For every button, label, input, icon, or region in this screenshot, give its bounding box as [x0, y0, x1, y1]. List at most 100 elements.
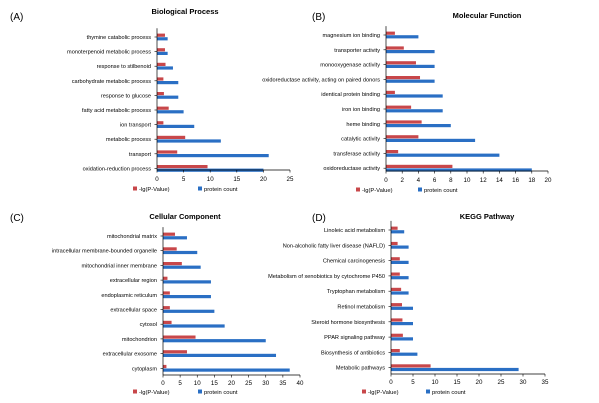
- panel-d-bar-count: [391, 352, 418, 356]
- panel-c-x-tick-label: 20: [228, 380, 235, 387]
- panel-c-category-label: cytosol: [140, 322, 157, 328]
- panel-a-bar-count: [157, 154, 269, 158]
- panel-d-x-tick-label: 10: [432, 379, 439, 386]
- panel-d-legend-swatch-pvalue: [362, 389, 366, 394]
- panel-d-legend-count: protein count: [432, 390, 466, 396]
- panel-d-category-label: Retinol metabolism: [337, 305, 385, 311]
- panel-d-label: (D): [312, 213, 326, 224]
- panel-c-legend-pvalue: -lg(P-Value): [139, 390, 170, 396]
- panel-a-legend-count: protein count: [204, 187, 238, 193]
- panel-a-bar-pvalue: [157, 92, 164, 96]
- panel-c-x-tick-label: 5: [178, 380, 182, 387]
- panel-c-bar-count: [163, 295, 211, 299]
- panel-b-legend-swatch-pvalue: [356, 187, 360, 192]
- panel-c-bar-count: [163, 368, 290, 372]
- panel-b-x-tick-label: 14: [496, 177, 503, 184]
- panel-c-x-tick-label: 40: [297, 380, 304, 387]
- panel-c-bar-count: [163, 339, 266, 343]
- panel-a-title: Biological Process: [151, 7, 218, 16]
- panel-b-x-tick-label: 20: [545, 177, 552, 184]
- panel-a-bar-pvalue: [157, 121, 164, 125]
- panel-c-bar-count: [163, 236, 187, 240]
- panel-b-bar-count: [386, 153, 500, 157]
- panel-b-category-label: transporter activity: [334, 48, 380, 54]
- panel-b-bar-count: [386, 50, 435, 54]
- panel-c-category-label: extracellular region: [110, 278, 157, 284]
- panel-d-x-tick-label: 20: [476, 379, 483, 386]
- panel-d-bar-count: [391, 306, 413, 310]
- panel-b-bar-pvalue: [386, 76, 421, 80]
- panel-d-bar-count: [391, 245, 409, 249]
- panel-d-x-tick-label: 30: [520, 379, 527, 386]
- panel-a-bar-count: [157, 81, 179, 85]
- panel-c-bar-count: [163, 265, 201, 269]
- panel-a-category-label: carbohydrate metabolic process: [72, 79, 151, 85]
- panel-b-category-label: oxidoreductase activity: [323, 166, 380, 172]
- panel-d-bar-pvalue: [391, 226, 398, 230]
- panel-d-bar-pvalue: [391, 333, 403, 337]
- panel-d-category-label: Steroid hormone biosynthesis: [311, 320, 385, 326]
- panel-a-legend-pvalue: -lg(P-Value): [139, 187, 170, 193]
- panel-b-label: (B): [312, 12, 325, 23]
- panel-b-category-label: monooxygenase activity: [320, 63, 380, 69]
- panel-c-legend-swatch-count: [198, 389, 202, 394]
- panel-d-bar-count: [391, 260, 409, 264]
- panel-c-category-label: mitochondrial matrix: [107, 234, 157, 240]
- panel-c-x-tick-label: 10: [194, 380, 201, 387]
- panel-a-bar-count: [157, 66, 173, 70]
- panel-a-x-tick-label: 25: [287, 176, 294, 183]
- panel-d-bar-pvalue: [391, 364, 431, 368]
- panel-c-legend-count: protein count: [204, 390, 238, 396]
- panel-c-bar-pvalue: [163, 350, 187, 354]
- panel-a-label: (A): [10, 12, 23, 23]
- panel-d-bar-pvalue: [391, 318, 403, 322]
- panel-b-bar-pvalue: [386, 31, 395, 35]
- panel-a-x-tick-label: 10: [207, 176, 214, 183]
- panel-b-bar-count: [386, 79, 435, 83]
- panel-d-category-label: Tryptophan metabolism: [327, 289, 386, 295]
- panel-c-bar-count: [163, 250, 198, 255]
- panel-b-category-label: identical protein binding: [321, 92, 380, 98]
- panel-d-x-tick-label: 25: [498, 379, 505, 386]
- panel-a-x-tick-label: 15: [233, 176, 240, 183]
- panel-a-category-label: response to glucose: [101, 93, 151, 99]
- panel-b-bar-count: [386, 168, 532, 172]
- panel-b-bar-count: [386, 124, 451, 128]
- panel-a-bar-pvalue: [157, 33, 165, 37]
- panel-c-bar-pvalue: [163, 364, 167, 369]
- panel-b-bar-count: [386, 64, 435, 68]
- panel-a-bar-count: [157, 124, 195, 128]
- panel-d-category-label: Metabolic pathways: [336, 366, 385, 372]
- panel-d-category-label: Biosynthesis of antibiotics: [321, 350, 385, 356]
- panel-b-x-tick-label: 4: [417, 177, 421, 184]
- panel-d-category-label: Non-alcoholic fatty liver disease (NAFLD…: [283, 243, 385, 249]
- panel-a-bar-pvalue: [157, 62, 166, 66]
- panel-d-bar-count: [391, 367, 519, 372]
- panel-c-bar-pvalue: [163, 320, 172, 324]
- panel-a-category-label: ion transport: [120, 123, 152, 129]
- panel-b-bar-pvalue: [386, 164, 453, 168]
- panel-c-category-label: endoplasmic reticulum: [101, 293, 157, 299]
- panel-b-bar-pvalue: [386, 90, 395, 94]
- panel-d-bar-pvalue: [391, 257, 400, 261]
- panel-d-bar-count: [391, 337, 413, 341]
- panel-b-x-tick-label: 10: [464, 177, 471, 184]
- panel-c-bar-pvalue: [163, 276, 168, 280]
- panel-b-bar-count: [386, 109, 443, 113]
- panel-b-category-label: catalytic activity: [341, 137, 380, 143]
- panel-b-title: Molecular Function: [453, 11, 522, 20]
- panel-d-title: KEGG Pathway: [460, 212, 515, 221]
- panel-b-bar-pvalue: [386, 46, 404, 50]
- panel-c-bar-pvalue: [163, 291, 170, 295]
- panel-d-bar-pvalue: [391, 349, 400, 353]
- panel-a-x-tick-label: 0: [155, 176, 159, 183]
- panel-b-category-label: heme binding: [346, 122, 380, 128]
- panel-c-bar-pvalue: [163, 335, 196, 339]
- panel-d-legend-swatch-count: [426, 389, 430, 394]
- panel-a-category-label: response to stilbenoid: [97, 64, 151, 70]
- panel-a-bar-pvalue: [157, 165, 208, 169]
- panel-c-bar-pvalue: [163, 306, 170, 310]
- panel-b-category-label: iron ion binding: [342, 107, 380, 113]
- panel-d-category-label: Chemical carcinogenesis: [323, 259, 385, 265]
